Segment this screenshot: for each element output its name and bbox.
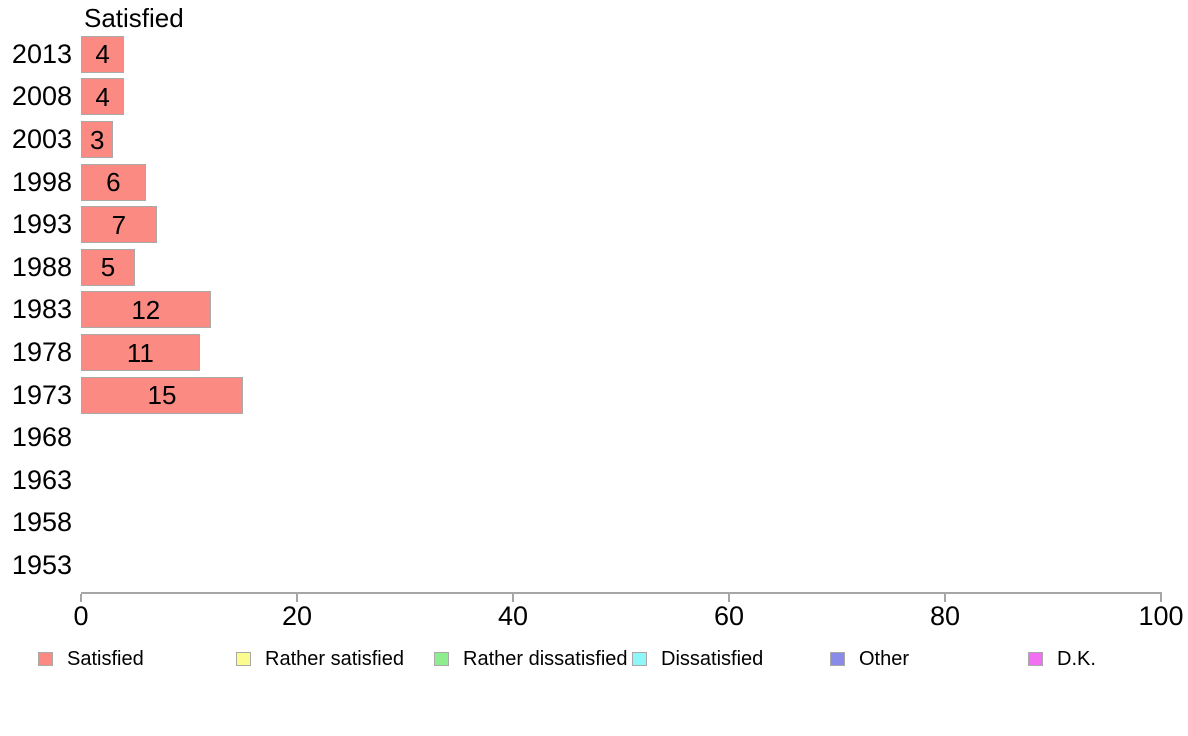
bar-value-label: 3 (89, 124, 105, 155)
bar: 15 (81, 376, 243, 414)
x-axis-tick-label: 80 (929, 601, 961, 631)
legend: Satisfied Rather satisfied Rather dissatis… (0, 644, 1188, 674)
bar-value-label: 12 (131, 294, 161, 325)
x-axis-tick (1160, 594, 1162, 602)
bar-value-label: 4 (95, 39, 110, 70)
y-axis-label: 1973 (11, 379, 72, 410)
legend-swatch (1028, 652, 1043, 666)
legend-item: Rather satisfied (236, 644, 404, 674)
x-axis-tick (728, 594, 730, 602)
bar-value-label: 4 (95, 81, 110, 112)
y-axis-label: 2013 (11, 38, 72, 69)
bar: 4 (81, 78, 125, 116)
legend-label: Satisfied (67, 647, 144, 670)
x-axis-tick (512, 594, 514, 602)
bar-value-label: 11 (126, 337, 154, 368)
bar-value-label: 6 (106, 167, 121, 198)
y-axis-label: 1998 (11, 166, 72, 197)
chart-title: Satisfied (84, 3, 184, 33)
y-axis-label: 1978 (11, 336, 72, 367)
y-axis-label: 1988 (11, 251, 72, 282)
x-axis-line (81, 592, 1162, 594)
x-axis-tick (944, 594, 946, 602)
y-axis-label: 1963 (11, 464, 72, 495)
x-axis-tick (296, 594, 298, 602)
bar: 7 (81, 206, 157, 244)
legend-item: D.K. (1028, 644, 1096, 674)
bar: 12 (81, 291, 211, 329)
legend-swatch (236, 652, 251, 666)
legend-item: Satisfied (38, 644, 144, 674)
legend-item: Dissatisfied (632, 644, 763, 674)
bar: 6 (81, 163, 146, 201)
x-axis-tick-label: 0 (73, 601, 89, 631)
bar-value-label: 15 (147, 380, 177, 411)
x-axis-tick-label: 100 (1138, 601, 1184, 631)
bar: 5 (81, 248, 135, 286)
legend-label: Rather dissatisfied (463, 647, 628, 670)
legend-item: Other (830, 644, 909, 674)
legend-label: Dissatisfied (661, 647, 764, 670)
legend-swatch (38, 652, 53, 666)
y-axis-label: 1968 (11, 422, 72, 453)
legend-item: Rather dissatisfied (434, 644, 628, 674)
y-axis-label: 1953 (11, 549, 72, 580)
legend-label: D.K. (1057, 647, 1096, 670)
legend-label: Rather satisfied (265, 647, 404, 670)
bar: 4 (81, 35, 125, 73)
y-axis-label: 2008 (11, 81, 72, 112)
x-axis-tick (80, 594, 82, 602)
bar-value-label: 5 (100, 252, 116, 283)
bar: 3 (81, 121, 114, 158)
x-axis-tick-label: 60 (713, 601, 745, 631)
bar-value-label: 7 (111, 209, 127, 240)
legend-swatch (830, 652, 845, 666)
x-axis-tick-label: 40 (497, 601, 529, 631)
legend-swatch (434, 652, 449, 666)
legend-label: Other (859, 647, 910, 670)
y-axis-label: 2003 (11, 123, 72, 154)
legend-swatch (632, 652, 647, 666)
y-axis-label: 1993 (11, 209, 72, 240)
bar: 11 (81, 334, 200, 371)
y-axis-label: 1958 (11, 507, 72, 538)
x-axis-tick-label: 20 (281, 601, 313, 631)
y-axis-label: 1983 (11, 294, 72, 325)
